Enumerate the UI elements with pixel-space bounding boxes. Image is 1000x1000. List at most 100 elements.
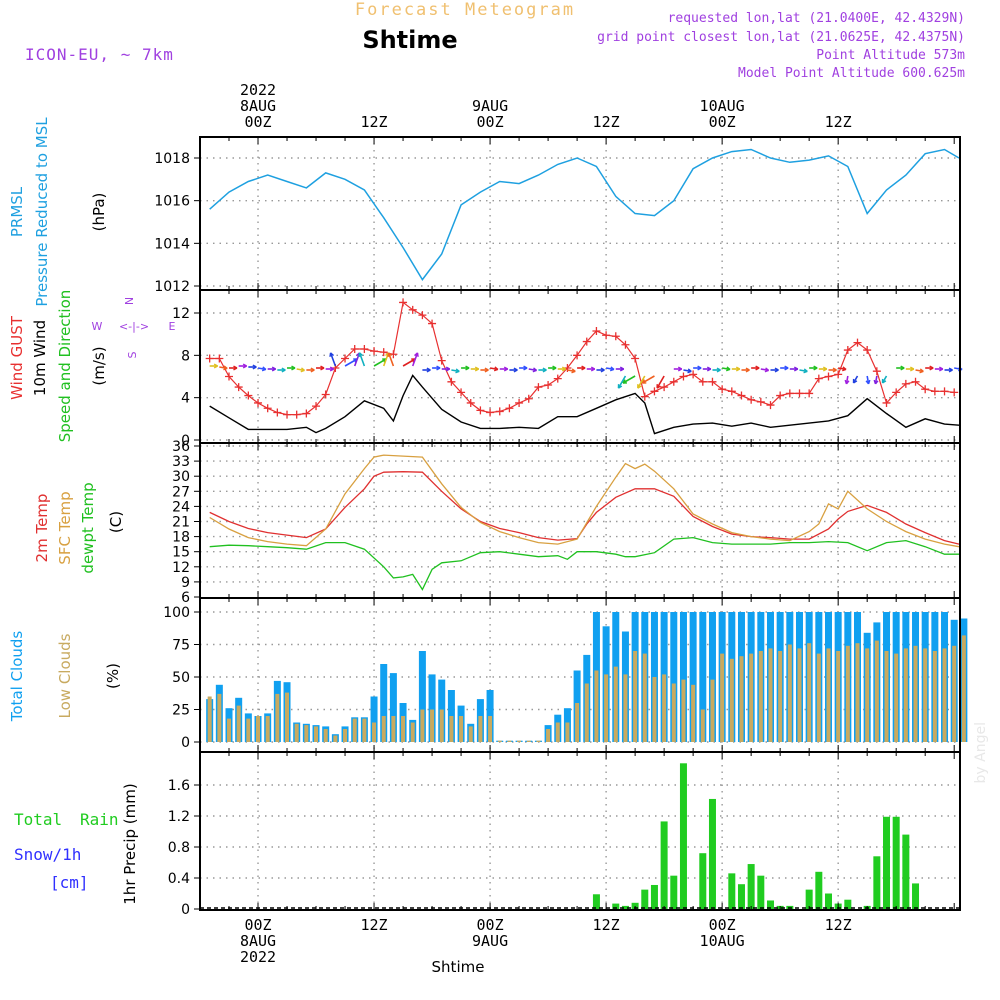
low-cloud-bar [372,722,377,742]
gust-marker [476,406,485,415]
gust-marker [263,404,272,413]
total-clouds-label: Total Clouds [8,631,26,723]
gust-marker [437,356,446,365]
wind-direction-arrow [344,358,358,367]
gust-marker [911,377,920,386]
temp-unit: (C) [107,511,125,533]
wind-arrow-head [281,367,286,373]
gust-marker [254,398,263,407]
total-cloud-bar [370,696,378,742]
gust-marker [524,394,533,403]
gust-marker [341,354,350,363]
gust-marker [727,387,736,396]
low-cloud-bar [604,674,609,742]
y-tick-label: 36 [172,439,190,455]
wind-labels: Wind GUST 10m Wind Speed and Direction (… [8,290,176,443]
gust-marker [360,344,369,353]
plot-area: 1012101410161018048126912151821242730333… [154,81,968,966]
bottom-time-label: 8AUG [240,932,276,950]
wind-direction-label: Speed and Direction [56,290,74,443]
low-cloud-bar [865,648,870,742]
wind-arrow-head [832,367,837,373]
wind-arrow-head [590,366,596,372]
low-cloud-bar [285,692,290,742]
y-tick-label: 12 [172,306,190,322]
wind-frame [199,289,961,444]
y-tick-label: 21 [172,515,190,531]
wind-direction-arrow [411,352,419,367]
low-cloud-bar [227,718,232,742]
gust-marker [650,387,659,396]
wind-arrow-head [617,384,623,389]
low-cloud-bar [729,658,734,742]
gust-marker [292,410,301,419]
wind-arrow-head [445,366,451,372]
wind-arrow-head [387,352,393,357]
rain-bar [621,905,629,909]
gust-marker [689,370,698,379]
model-altitude: Model Point Altitude 600.625m [738,66,965,81]
gust-marker [225,372,234,381]
gust-marker [853,338,862,347]
wind-direction-arrow [637,375,646,389]
y-tick-label: 9 [181,575,190,591]
low-cloud-bar [932,651,937,742]
gust-marker [795,389,804,398]
low-cloud-bar [333,735,338,742]
low-cloud-bar [478,716,483,742]
grid-coords: grid point closest lon,lat (21.0625E, 42… [597,30,965,45]
gust-marker [834,370,843,379]
total-rain-label: Total [14,810,62,829]
low-cloud-bar [468,726,473,742]
gust-marker [940,387,949,396]
precip-unit: 1hr Precip (mm) [121,783,139,904]
top-time-label: 9AUG [472,97,508,115]
wind-arrow-head [310,367,315,373]
wind-arrow-head [261,366,267,372]
low-cloud-bar [410,722,415,742]
low-cloud-bar [343,729,348,742]
pressure-labels: PRMSL Pressure Reduced to MSL (hPa) [8,117,108,307]
low-cloud-bar [207,696,212,742]
wind-direction-arrow [617,375,627,389]
point-altitude: Point Altitude 573m [816,48,965,63]
wind-arrow-head [641,379,647,384]
gust-marker [312,402,321,411]
low-cloud-bar [633,651,638,742]
gust-line [209,301,955,416]
gust-marker [592,326,601,335]
total-cloud-bar [380,664,388,742]
gust-marker [708,377,717,386]
low-cloud-bar [575,703,580,742]
y-tick-label: 1.6 [168,778,190,794]
low-cloud-bar [874,640,879,742]
gust-marker [766,401,775,410]
low-cloud-bar [236,705,241,742]
low-cloud-bar [488,716,493,742]
gust-marker [631,354,640,363]
gust-marker [747,395,756,404]
wind-arrow-head [552,365,557,371]
gust-marker [843,346,852,355]
wind-arrow-head [213,363,219,369]
bottom-time-label: 2022 [240,948,276,966]
y-tick-label: 1014 [154,236,190,252]
wind-arrow-head [503,366,509,372]
wind-arrow-head [622,379,628,384]
top-time-label: 00Z [477,113,504,131]
gust-marker [892,388,901,397]
top-time-label: 8AUG [240,97,276,115]
gust-marker [457,388,466,397]
gust-marker [515,398,524,407]
gust-marker [621,340,630,349]
wind-arrow-head [291,365,296,371]
low-cloud-bar [739,656,744,742]
y-tick-label: 0 [181,735,190,751]
low-cloud-bar [420,709,425,742]
precip-labels: Total Rain Snow/1h [cm] 1hr Precip (mm) [14,783,139,904]
temp-label: 2m Temp [33,494,51,563]
wind-arrow-head [242,363,248,369]
wind-arrow-head [465,365,470,371]
